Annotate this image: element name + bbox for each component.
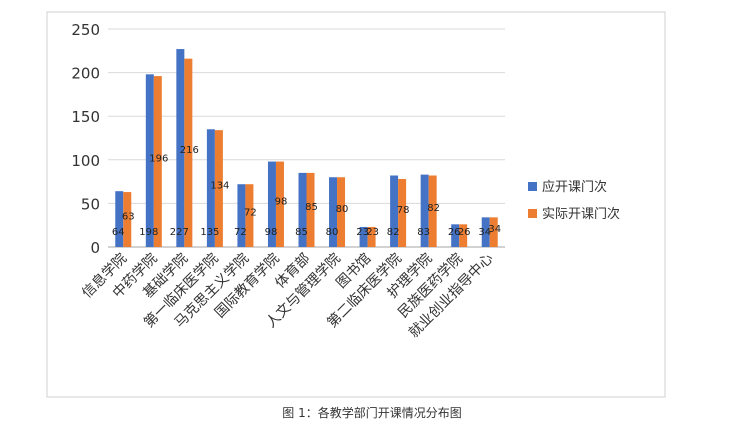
y-axis: 0 50 100 150 200 250 — [71, 21, 100, 257]
data-label-series-2: 98 — [275, 196, 288, 207]
data-label-series-2: 196 — [149, 154, 168, 165]
bar-series-1 — [329, 177, 338, 247]
data-label-series-2: 85 — [305, 202, 318, 213]
bar-series-1 — [359, 226, 368, 247]
bar-series-1 — [267, 161, 276, 247]
data-label-series-2: 72 — [244, 208, 257, 219]
bar-series-1 — [298, 172, 307, 247]
data-label-series-1: 83 — [417, 227, 430, 238]
bar-series-2 — [153, 76, 162, 247]
data-label-series-1: 23 — [356, 227, 369, 238]
bar-series-2 — [337, 177, 346, 247]
data-label-series-1: 82 — [387, 227, 400, 238]
bar-series-2 — [214, 130, 223, 247]
y-tick-label: 50 — [81, 195, 100, 213]
bar-series-2 — [123, 192, 132, 247]
gridlines — [108, 28, 505, 248]
legend-swatch-series-1 — [528, 182, 537, 191]
figure-caption: 图 1：各教学部门开课情况分布图 — [282, 406, 462, 420]
bar-series-2 — [459, 224, 468, 247]
data-label-series-2: 82 — [427, 203, 440, 214]
bar-series-2 — [275, 161, 284, 247]
y-tick-label: 250 — [71, 21, 100, 39]
bar-series-2 — [489, 217, 498, 247]
legend-label-series-1: 应开课门次 — [542, 179, 607, 195]
bar-series-1 — [176, 49, 185, 247]
bar-series-2 — [398, 178, 407, 247]
y-tick-label: 200 — [71, 65, 100, 83]
data-label-series-2: 23 — [366, 227, 379, 238]
data-label-series-1: 198 — [139, 227, 158, 238]
bar-series-1 — [206, 129, 215, 247]
bar-series-1 — [451, 224, 460, 247]
bar-series-2 — [306, 172, 315, 247]
bar-series-1 — [145, 74, 154, 248]
data-label-series-1: 98 — [265, 227, 278, 238]
legend: 应开课门次 实际开课门次 — [528, 179, 620, 222]
data-label-series-2: 80 — [336, 204, 349, 215]
y-tick-label: 100 — [71, 152, 100, 170]
data-label-series-2: 134 — [210, 181, 229, 192]
data-label-series-1: 72 — [234, 227, 247, 238]
bar-series-2 — [245, 184, 254, 247]
y-tick-label: 150 — [71, 108, 100, 126]
bar-series-1 — [115, 191, 124, 247]
data-label-series-2: 63 — [122, 212, 135, 223]
bar-series-1 — [481, 217, 490, 247]
y-tick-label: 0 — [90, 239, 100, 257]
data-label-series-2: 78 — [397, 205, 410, 216]
data-labels: 64 63 198 196 227 216 135 134 72 72 98 98 85 85 80 80 23… — [112, 145, 501, 238]
bar-series-2 — [184, 58, 193, 248]
bar-series-1 — [390, 175, 399, 247]
legend-label-series-2: 实际开课门次 — [542, 206, 620, 222]
data-label-series-1: 64 — [112, 227, 125, 238]
data-label-series-2: 216 — [180, 145, 199, 156]
data-label-series-1: 26 — [448, 227, 461, 238]
chart-border — [46, 11, 666, 398]
bar-series-1 — [420, 174, 429, 247]
data-label-series-1: 135 — [200, 227, 219, 238]
bars — [115, 49, 498, 248]
data-label-series-1: 80 — [326, 227, 339, 238]
bar-series-2 — [428, 175, 437, 247]
bar-series-1 — [237, 184, 246, 247]
bar-series-2 — [367, 226, 376, 247]
data-label-series-1: 227 — [170, 227, 189, 238]
data-label-series-2: 34 — [488, 224, 501, 235]
data-label-series-1: 34 — [478, 227, 491, 238]
legend-swatch-series-2 — [528, 209, 537, 218]
data-label-series-2: 26 — [458, 227, 471, 238]
data-label-series-1: 85 — [295, 227, 308, 238]
